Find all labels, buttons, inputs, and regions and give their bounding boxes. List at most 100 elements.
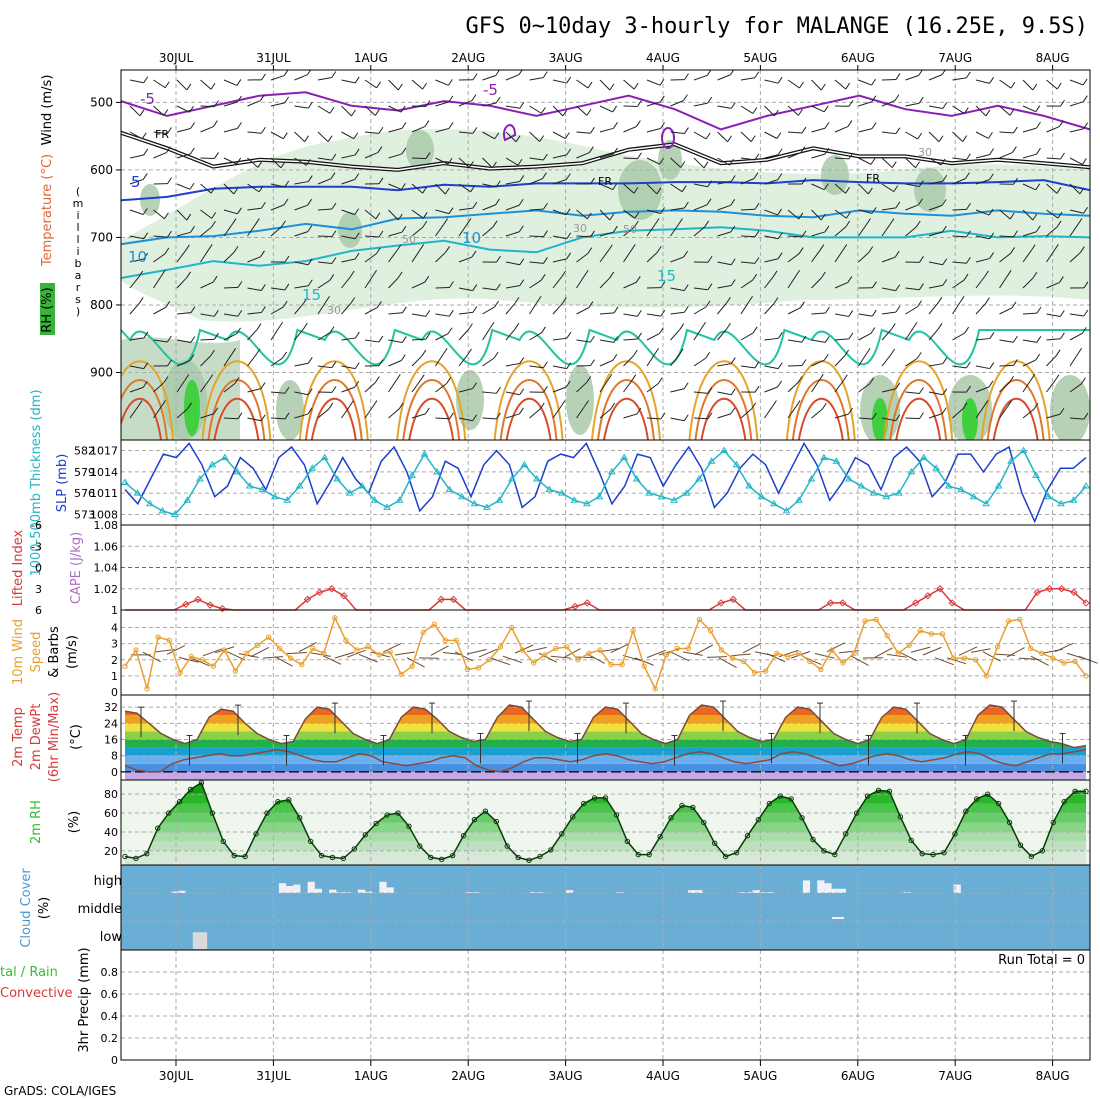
wind-barb-flag bbox=[680, 161, 686, 168]
wind-barb-flag bbox=[495, 198, 500, 206]
wind-barb-flag bbox=[353, 132, 359, 139]
wind-barb-flag bbox=[282, 132, 288, 139]
wind10m-barb bbox=[238, 653, 259, 659]
wind-barb-shaft bbox=[505, 74, 520, 81]
wind-barb-shaft bbox=[858, 333, 872, 341]
wind-barb-flag bbox=[519, 357, 525, 364]
wind-barb-shaft bbox=[1069, 353, 1079, 367]
millibars-char: s bbox=[75, 293, 81, 306]
wind-barb-flag bbox=[1056, 82, 1062, 90]
wind10m-speed-marker bbox=[851, 650, 857, 657]
wind-barb-flag bbox=[865, 347, 871, 355]
wind-barb-shaft bbox=[811, 209, 822, 221]
wind-barb-flag bbox=[236, 95, 242, 103]
thickness-marker bbox=[820, 453, 828, 461]
lifted-index-marker bbox=[437, 595, 445, 604]
wind10m-barb bbox=[310, 652, 331, 657]
wind-barb-flag bbox=[261, 126, 266, 134]
wind-barb-flag bbox=[988, 208, 994, 216]
wind-barb-flag bbox=[518, 407, 524, 415]
wind-barb-shaft bbox=[482, 157, 493, 169]
wind-barb-shaft bbox=[811, 339, 826, 343]
wind-barb-flag bbox=[400, 183, 406, 190]
ylabel-rh2m: 2m RH (%) bbox=[29, 800, 82, 844]
upper-air-ylabel: Wind (m/s) Temperature (°C) RH (%) (mill… bbox=[40, 75, 83, 335]
wind-barb-shaft bbox=[928, 105, 943, 110]
wind-barb-flag bbox=[848, 310, 854, 317]
wind-barb-flag bbox=[963, 273, 969, 281]
wind-barb-shaft bbox=[411, 79, 423, 90]
bottom-date-label: 5AUG bbox=[743, 1069, 777, 1083]
wind10m-speed-marker bbox=[409, 663, 415, 669]
wind-barb-shaft bbox=[223, 101, 238, 107]
wind-barb-shaft bbox=[552, 276, 563, 289]
temperature-band bbox=[125, 731, 1086, 740]
cape-tick-label: 1.06 bbox=[94, 540, 119, 553]
rh-marker bbox=[930, 851, 936, 858]
rh-shade-blob bbox=[276, 380, 304, 440]
wind-barb-flag bbox=[1035, 183, 1041, 191]
wind-barb-flag bbox=[375, 212, 381, 220]
wind-barb-shaft bbox=[834, 209, 847, 219]
wind-barb-shaft bbox=[881, 224, 891, 237]
ylabel-slp: SLP (mb) bbox=[55, 454, 70, 513]
wind-barb-shaft bbox=[435, 101, 450, 107]
wind-barb-shaft bbox=[529, 365, 544, 369]
rh-marker bbox=[853, 810, 860, 816]
contour-label-minus5b: -5 bbox=[483, 81, 498, 99]
wind-barb-flag bbox=[283, 198, 289, 206]
wind-barb-shaft bbox=[576, 307, 590, 315]
low-cloud-bar bbox=[192, 932, 208, 949]
wind-barb-shaft bbox=[129, 131, 143, 140]
wind-barb-flag bbox=[211, 212, 217, 219]
high-cloud-bar bbox=[838, 888, 846, 893]
rh-band bbox=[125, 803, 1086, 814]
pressure-tick-label: 500 bbox=[90, 95, 113, 109]
wind-barb-shaft bbox=[975, 337, 990, 341]
wind-barb-flag bbox=[752, 107, 758, 114]
contour-label-rh50: 50 bbox=[402, 233, 416, 246]
wind10m-speed-marker bbox=[928, 631, 935, 637]
wind-barb-flag bbox=[916, 352, 922, 359]
wind-barb-flag bbox=[730, 407, 736, 415]
wind-barb-shaft bbox=[200, 126, 214, 133]
rh-marker bbox=[766, 800, 773, 807]
wind-barb-shaft bbox=[223, 157, 237, 165]
wind-barb-flag bbox=[515, 135, 521, 142]
wind-barb-shaft bbox=[1022, 127, 1037, 133]
thickness-marker bbox=[470, 499, 479, 507]
wind-barb-shaft bbox=[670, 100, 684, 107]
wind-barb-flag bbox=[278, 321, 284, 329]
wind-barb-flag bbox=[590, 126, 595, 134]
wind-barb-shaft bbox=[999, 307, 1013, 315]
wind-barb-shaft bbox=[482, 287, 497, 291]
wind-barb-shaft bbox=[223, 209, 238, 215]
wind-barb-flag bbox=[660, 207, 665, 214]
wind-barb-shaft bbox=[294, 204, 308, 211]
wind-barb-shaft bbox=[247, 157, 259, 168]
rh-shading bbox=[121, 129, 1090, 440]
wind-barb-flag bbox=[472, 306, 478, 313]
wind-barb-flag bbox=[138, 297, 144, 304]
wind-barb-flag bbox=[210, 82, 216, 90]
wind-barb-flag bbox=[989, 252, 994, 259]
wind-barb-shaft bbox=[740, 235, 756, 238]
wind-barb-flag bbox=[401, 225, 407, 233]
wind-barb-shaft bbox=[623, 79, 635, 90]
wind-barb-flag bbox=[824, 147, 830, 155]
wind-barb-flag bbox=[613, 336, 619, 343]
wind-barb-shaft bbox=[670, 207, 685, 211]
wind-barb-shaft bbox=[787, 253, 800, 263]
wind-barb-flag bbox=[823, 183, 829, 190]
wind-barb-flag bbox=[635, 276, 641, 283]
wind-barb-shaft bbox=[999, 152, 1013, 159]
wind-barb-flag bbox=[678, 218, 683, 225]
rh-marker bbox=[886, 788, 893, 795]
wind-barb-flag bbox=[633, 186, 639, 194]
wind10m-speed-marker bbox=[663, 652, 669, 658]
wind-barb-shaft bbox=[223, 251, 235, 263]
wind-barb-shaft bbox=[341, 303, 352, 315]
wind-barb-shaft bbox=[1022, 79, 1034, 91]
wind-barb-flag bbox=[871, 122, 877, 129]
